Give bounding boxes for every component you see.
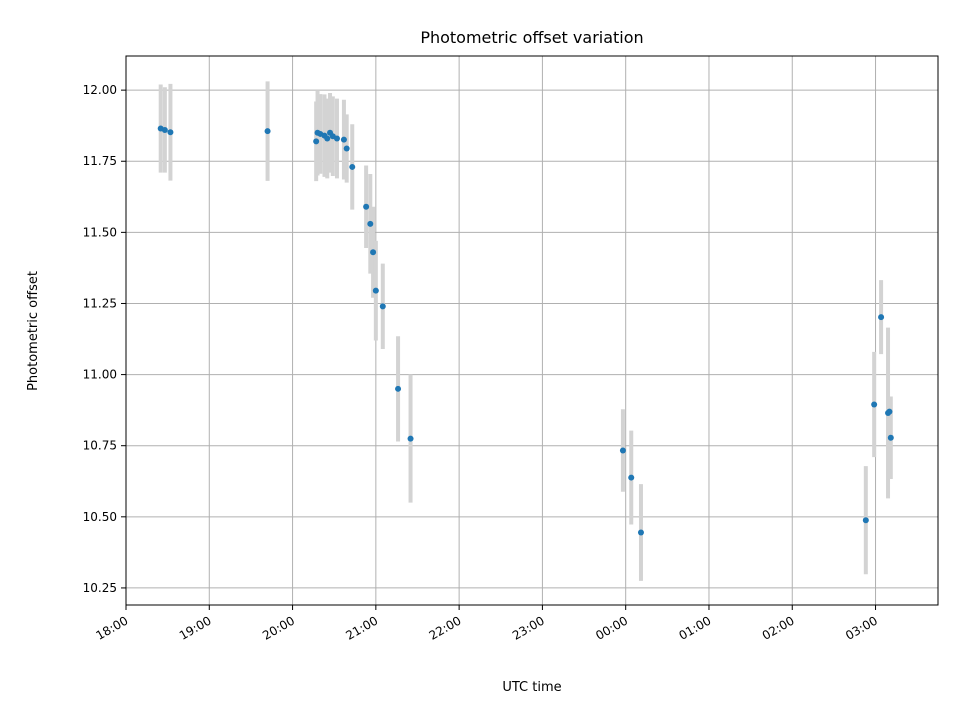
x-tick-label: 18:00	[94, 613, 131, 642]
data-point	[161, 126, 168, 133]
data-point	[862, 517, 869, 524]
x-axis-label: UTC time	[502, 680, 561, 695]
data-point	[395, 385, 402, 392]
data-point	[628, 474, 635, 481]
y-tick-label: 12.00	[83, 83, 117, 97]
data-point	[871, 401, 878, 408]
data-point	[324, 135, 331, 142]
x-tick-label: 20:00	[260, 613, 297, 642]
data-points	[157, 125, 894, 536]
data-point	[349, 163, 356, 170]
y-tick-label: 10.50	[83, 510, 117, 524]
data-point	[619, 447, 626, 454]
y-tick-label: 11.00	[83, 368, 117, 382]
x-tick-label: 19:00	[177, 613, 214, 642]
chart-title: Photometric offset variation	[420, 28, 643, 47]
data-point	[343, 145, 350, 152]
y-tick-label: 11.25	[83, 296, 117, 310]
data-point	[878, 314, 885, 321]
data-point	[886, 408, 893, 415]
plot-frame	[125, 55, 939, 606]
data-point	[407, 435, 414, 442]
data-point	[264, 128, 271, 135]
y-tick-label: 11.75	[83, 154, 117, 168]
y-tick-label: 11.50	[83, 225, 117, 239]
y-axis-label: Photometric offset	[26, 271, 41, 391]
data-point	[363, 203, 370, 210]
y-axis-ticks: 10.25 10.50 10.75 11.00 11.25 11.50 11.75 12.00	[83, 83, 126, 595]
y-tick-label: 10.25	[83, 581, 117, 595]
x-tick-label: 00:00	[593, 613, 630, 642]
x-tick-label: 03:00	[843, 613, 880, 642]
data-point	[167, 129, 174, 136]
data-point	[379, 303, 386, 310]
data-point	[313, 138, 320, 145]
x-tick-label: 01:00	[677, 613, 714, 642]
data-point	[340, 136, 347, 143]
x-axis-ticks: 18:00 19:00 20:00 21:00 22:00 23:00 00:00 01:00…	[94, 605, 880, 643]
error-bars	[158, 81, 893, 581]
y-tick-label: 10.75	[83, 439, 117, 453]
data-point	[637, 529, 644, 536]
data-point	[887, 434, 894, 441]
x-tick-label: 23:00	[510, 613, 547, 642]
x-tick-label: 21:00	[343, 613, 380, 642]
x-tick-label: 02:00	[760, 613, 797, 642]
data-point	[370, 249, 377, 256]
x-tick-label: 22:00	[427, 613, 464, 642]
data-point	[372, 287, 379, 294]
data-point	[367, 220, 374, 227]
grid-lines	[125, 56, 938, 605]
data-point	[333, 135, 340, 142]
